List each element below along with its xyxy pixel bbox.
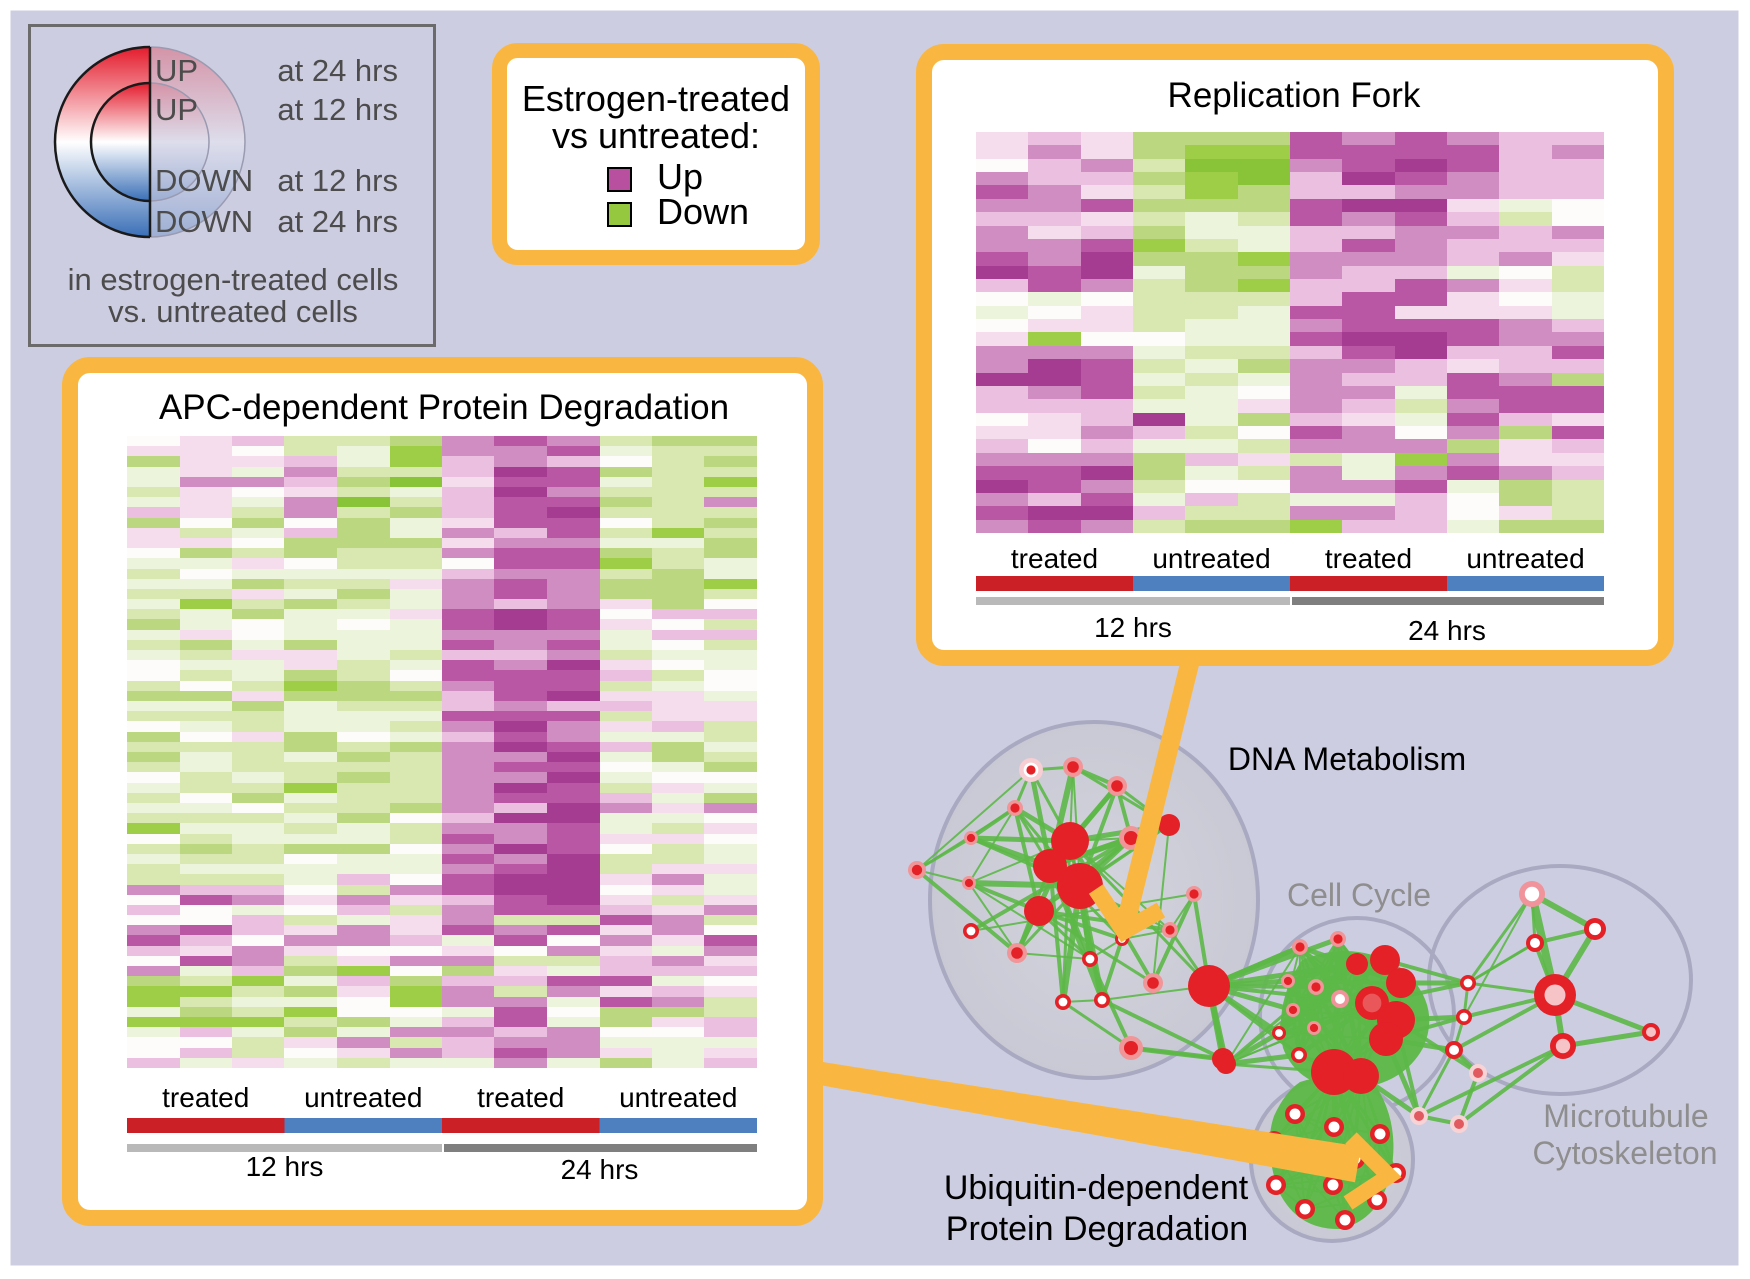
svg-text:at 24 hrs: at 24 hrs bbox=[277, 53, 398, 88]
svg-text:vs untreated:: vs untreated: bbox=[552, 115, 760, 156]
svg-text:untreated: untreated bbox=[1466, 543, 1584, 574]
svg-text:24 hrs: 24 hrs bbox=[1408, 615, 1486, 646]
svg-text:treated: treated bbox=[477, 1082, 564, 1113]
svg-text:DOWN: DOWN bbox=[155, 163, 253, 198]
svg-text:at 12 hrs: at 12 hrs bbox=[277, 163, 398, 198]
svg-text:12 hrs: 12 hrs bbox=[1094, 612, 1172, 643]
svg-text:treated: treated bbox=[1325, 543, 1412, 574]
svg-text:untreated: untreated bbox=[304, 1082, 422, 1113]
svg-text:at 24 hrs: at 24 hrs bbox=[277, 204, 398, 239]
svg-text:Estrogen-treated: Estrogen-treated bbox=[522, 78, 790, 119]
svg-text:UP: UP bbox=[155, 53, 198, 88]
svg-text:Ubiquitin-dependent: Ubiquitin-dependent bbox=[944, 1169, 1249, 1207]
svg-text:24 hrs: 24 hrs bbox=[561, 1154, 639, 1185]
svg-text:in estrogen-treated cells: in estrogen-treated cells bbox=[68, 262, 399, 297]
svg-text:12 hrs: 12 hrs bbox=[246, 1151, 324, 1182]
svg-text:treated: treated bbox=[1011, 543, 1098, 574]
svg-text:treated: treated bbox=[162, 1082, 249, 1113]
svg-text:at 12 hrs: at 12 hrs bbox=[277, 92, 398, 127]
svg-text:vs. untreated cells: vs. untreated cells bbox=[108, 294, 358, 329]
svg-text:Replication Fork: Replication Fork bbox=[1168, 76, 1421, 115]
svg-text:Microtubule: Microtubule bbox=[1543, 1098, 1708, 1134]
svg-text:untreated: untreated bbox=[619, 1082, 737, 1113]
svg-text:UP: UP bbox=[155, 92, 198, 127]
svg-text:Cytoskeleton: Cytoskeleton bbox=[1533, 1135, 1718, 1171]
svg-text:Up: Up bbox=[657, 156, 703, 197]
svg-text:APC-dependent Protein Degradat: APC-dependent Protein Degradation bbox=[159, 388, 729, 427]
svg-text:DOWN: DOWN bbox=[155, 204, 253, 239]
svg-text:untreated: untreated bbox=[1152, 543, 1270, 574]
svg-text:Down: Down bbox=[657, 191, 749, 232]
svg-text:Cell Cycle: Cell Cycle bbox=[1287, 877, 1431, 913]
svg-text:Protein Degradation: Protein Degradation bbox=[946, 1210, 1248, 1248]
svg-text:DNA Metabolism: DNA Metabolism bbox=[1228, 741, 1466, 777]
